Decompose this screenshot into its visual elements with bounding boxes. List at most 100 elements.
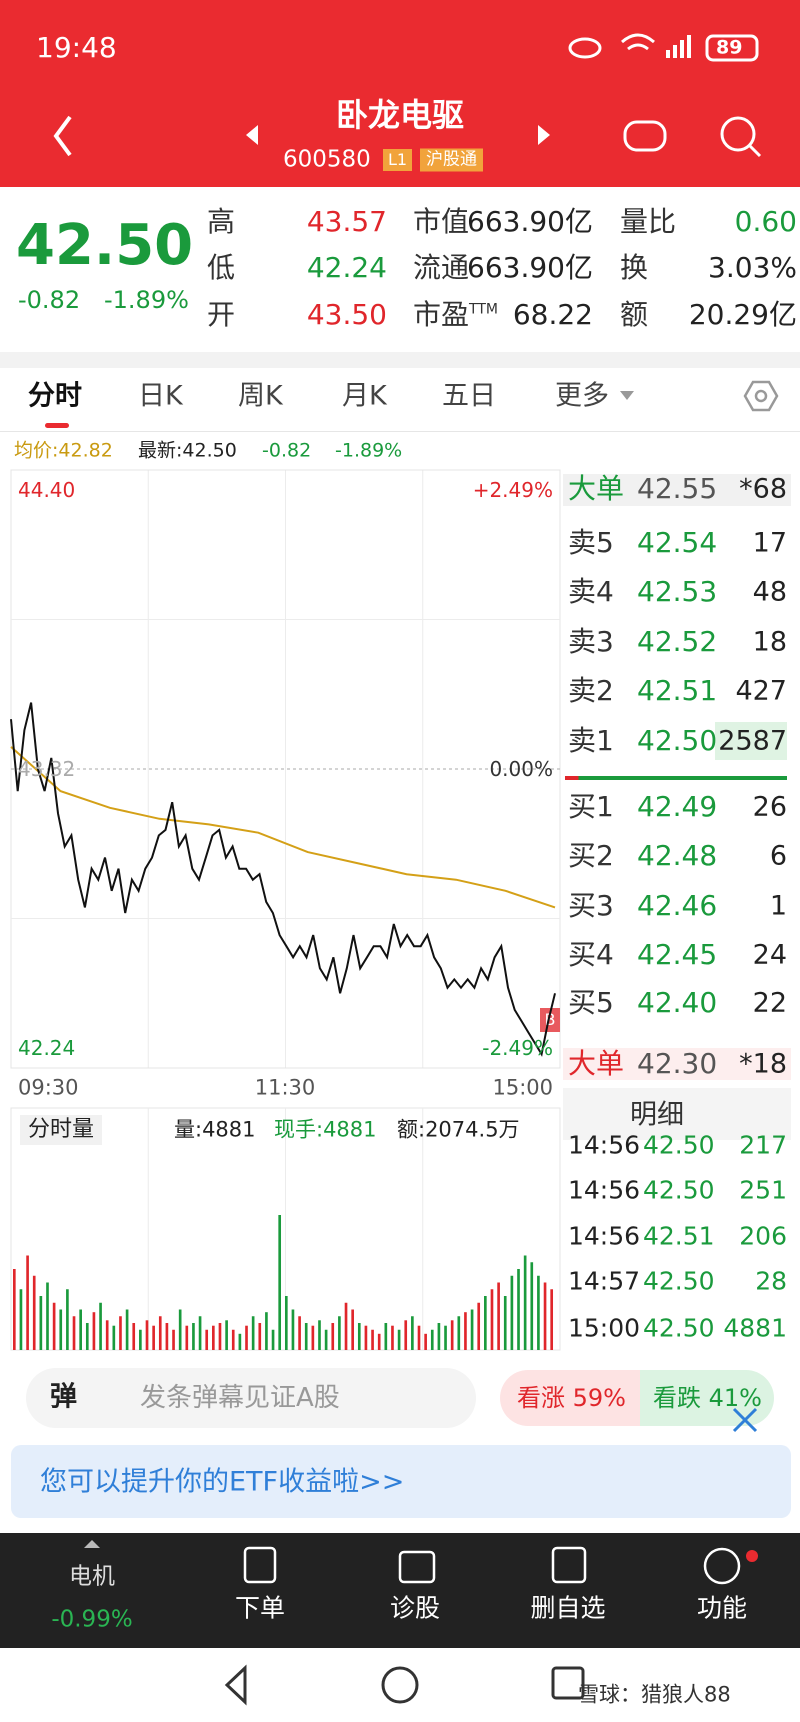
volume-bar: [304, 1323, 308, 1350]
prev-stock[interactable]: [246, 125, 258, 145]
diagnose-icon[interactable]: [398, 1550, 436, 1584]
tab[interactable]: 分时: [28, 380, 82, 412]
bull-vote[interactable]: 看涨 59%: [517, 1384, 626, 1412]
volume-bar: [391, 1325, 394, 1350]
volume-bar: [450, 1320, 454, 1350]
volume-selector[interactable]: 分时量: [20, 1115, 103, 1145]
tab[interactable]: 更多: [555, 380, 609, 412]
banner[interactable]: [11, 1445, 791, 1518]
status-time: 19:48: [36, 31, 117, 64]
bear-vote[interactable]: 看跌 41%: [653, 1384, 762, 1412]
tab[interactable]: 月K: [342, 380, 387, 412]
stat-value: 42.24: [306, 251, 387, 284]
info-change: -0.82: [262, 439, 312, 462]
book-qty: 26: [752, 791, 787, 823]
volume-bar: [357, 1323, 361, 1350]
toolbar-item[interactable]: 功能: [696, 1593, 748, 1623]
volume-bar: [464, 1312, 467, 1350]
volume-bar: [172, 1329, 175, 1350]
trade-qty: 4881: [723, 1313, 787, 1343]
book-price: 42.54: [637, 526, 718, 559]
volume-bar: [470, 1309, 474, 1350]
tab[interactable]: 日K: [138, 380, 183, 412]
next-stock[interactable]: [538, 125, 550, 145]
trade-qty: 28: [755, 1266, 787, 1296]
wifi-icon: [621, 33, 655, 51]
signal-bar: [687, 35, 691, 58]
toolbar-item[interactable]: 诊股: [389, 1593, 441, 1623]
volume-bar: [530, 1262, 534, 1350]
book-label: 卖4: [568, 575, 614, 608]
battery-level: 89: [716, 36, 743, 59]
volume-bar: [238, 1333, 242, 1350]
stat-sup: TTM: [469, 301, 498, 318]
stat-label: 市盈TTM: [413, 298, 498, 331]
y2-tick-label: 0.00%: [489, 757, 553, 781]
order-icon[interactable]: [243, 1546, 277, 1584]
volume-bar: [503, 1296, 507, 1350]
tab[interactable]: 五日: [442, 380, 496, 412]
banner-text[interactable]: 您可以提升你的ETF收益啦>>: [40, 1466, 405, 1498]
volume-bar: [477, 1302, 481, 1350]
stat-value: 68.22: [512, 298, 593, 331]
toolbar-item[interactable]: 下单: [234, 1593, 286, 1623]
stat-label: 低: [207, 251, 236, 284]
volume-bar: [132, 1323, 136, 1350]
sector-change[interactable]: -0.99%: [51, 1606, 133, 1633]
sector-name[interactable]: 电机: [69, 1563, 115, 1590]
volume-bar: [245, 1325, 248, 1350]
volume-bar: [484, 1296, 487, 1350]
book-divider: [565, 776, 787, 780]
banner-close[interactable]: [732, 1407, 758, 1433]
trades-title[interactable]: 明细: [630, 1099, 684, 1131]
volume-bar: [39, 1296, 43, 1350]
volume-bar: [165, 1323, 169, 1350]
search-icon[interactable]: [720, 116, 756, 152]
stock-code: 600580: [283, 146, 371, 173]
volume-bar: [105, 1320, 109, 1350]
volume-bar: [331, 1323, 335, 1350]
book-qty: 24: [752, 939, 787, 971]
danmu-placeholder[interactable]: 发条弹幕见证A股: [140, 1383, 340, 1413]
volume-bar: [265, 1312, 268, 1350]
volume-amount: 额:2074.5万: [397, 1117, 520, 1142]
book-label: 大单: [568, 472, 625, 505]
bear-button[interactable]: [640, 1370, 774, 1426]
nav-home[interactable]: [381, 1666, 419, 1704]
volume-bar: [338, 1316, 341, 1350]
y2-tick-label: -2.49%: [482, 1036, 553, 1060]
danmu-input[interactable]: [26, 1368, 476, 1428]
signal-bar: [666, 50, 670, 58]
y-tick-label: 43.32: [18, 757, 76, 781]
trade-qty: 206: [739, 1221, 787, 1251]
volume-bar: [79, 1309, 82, 1350]
back-icon[interactable]: [53, 115, 72, 157]
stat-value: 3.03%: [708, 251, 797, 284]
y-tick-label: 44.40: [18, 478, 76, 502]
nav-back[interactable]: [224, 1664, 247, 1706]
volume-bar: [258, 1323, 262, 1350]
latest-price: 最新:42.50: [138, 439, 237, 462]
robot-icon[interactable]: [623, 120, 667, 152]
tab[interactable]: 周K: [238, 380, 283, 412]
book-label: 大单: [568, 1047, 625, 1080]
settings-icon[interactable]: [743, 380, 779, 412]
big-order-bg: [563, 474, 791, 506]
function-icon[interactable]: [703, 1547, 741, 1585]
trade-price: 42.50: [643, 1313, 715, 1343]
volume-bar: [537, 1275, 540, 1350]
remove-icon[interactable]: [551, 1546, 587, 1584]
toolbar-item[interactable]: 删自选: [530, 1593, 606, 1623]
more-arrow[interactable]: [620, 391, 634, 400]
volume-hand: 现手:4881: [274, 1117, 377, 1142]
volume-bar: [212, 1325, 215, 1350]
volume-bar: [404, 1320, 408, 1350]
book-label: 买4: [568, 938, 614, 971]
bull-button[interactable]: [500, 1370, 640, 1426]
tab-underline: [45, 423, 69, 428]
nav-recent[interactable]: [551, 1666, 585, 1700]
sector-arrow[interactable]: [84, 1540, 100, 1548]
volume-bar: [430, 1329, 434, 1350]
volume-bar: [145, 1320, 149, 1350]
danmu-icon[interactable]: 弹: [50, 1381, 77, 1413]
